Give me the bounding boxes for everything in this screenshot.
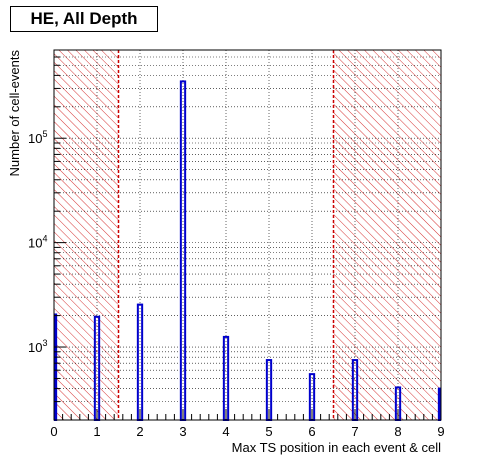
excluded-region <box>334 50 442 420</box>
y-tick-exponent: 4 <box>42 234 47 244</box>
x-tick-label: 1 <box>93 424 100 439</box>
x-tick-label: 3 <box>179 424 186 439</box>
y-tick-exponent: 3 <box>42 338 47 348</box>
histogram-bar <box>439 389 440 420</box>
y-tick-base: 10 <box>28 131 42 146</box>
x-tick-label: 7 <box>351 424 358 439</box>
x-tick-label: 2 <box>136 424 143 439</box>
x-tick-label: 8 <box>394 424 401 439</box>
y-tick-base: 10 <box>28 340 42 355</box>
histogram-bar <box>181 81 185 420</box>
x-tick-label: 4 <box>222 424 229 439</box>
y-tick-exponent: 5 <box>42 129 47 139</box>
x-tick-label: 9 <box>437 424 444 439</box>
y-tick-label: 103 <box>28 338 47 355</box>
y-axis-title: Number of cell-events <box>7 50 22 177</box>
x-tick-label: 0 <box>50 424 57 439</box>
y-tick-label: 105 <box>28 129 47 146</box>
excluded-region <box>54 50 119 420</box>
y-tick-label: 104 <box>28 234 47 251</box>
histogram-bar <box>55 314 56 420</box>
x-tick-label: 6 <box>308 424 315 439</box>
x-axis-title: Max TS position in each event & cell <box>232 440 441 455</box>
x-tick-label: 5 <box>265 424 272 439</box>
y-tick-base: 10 <box>28 236 42 251</box>
